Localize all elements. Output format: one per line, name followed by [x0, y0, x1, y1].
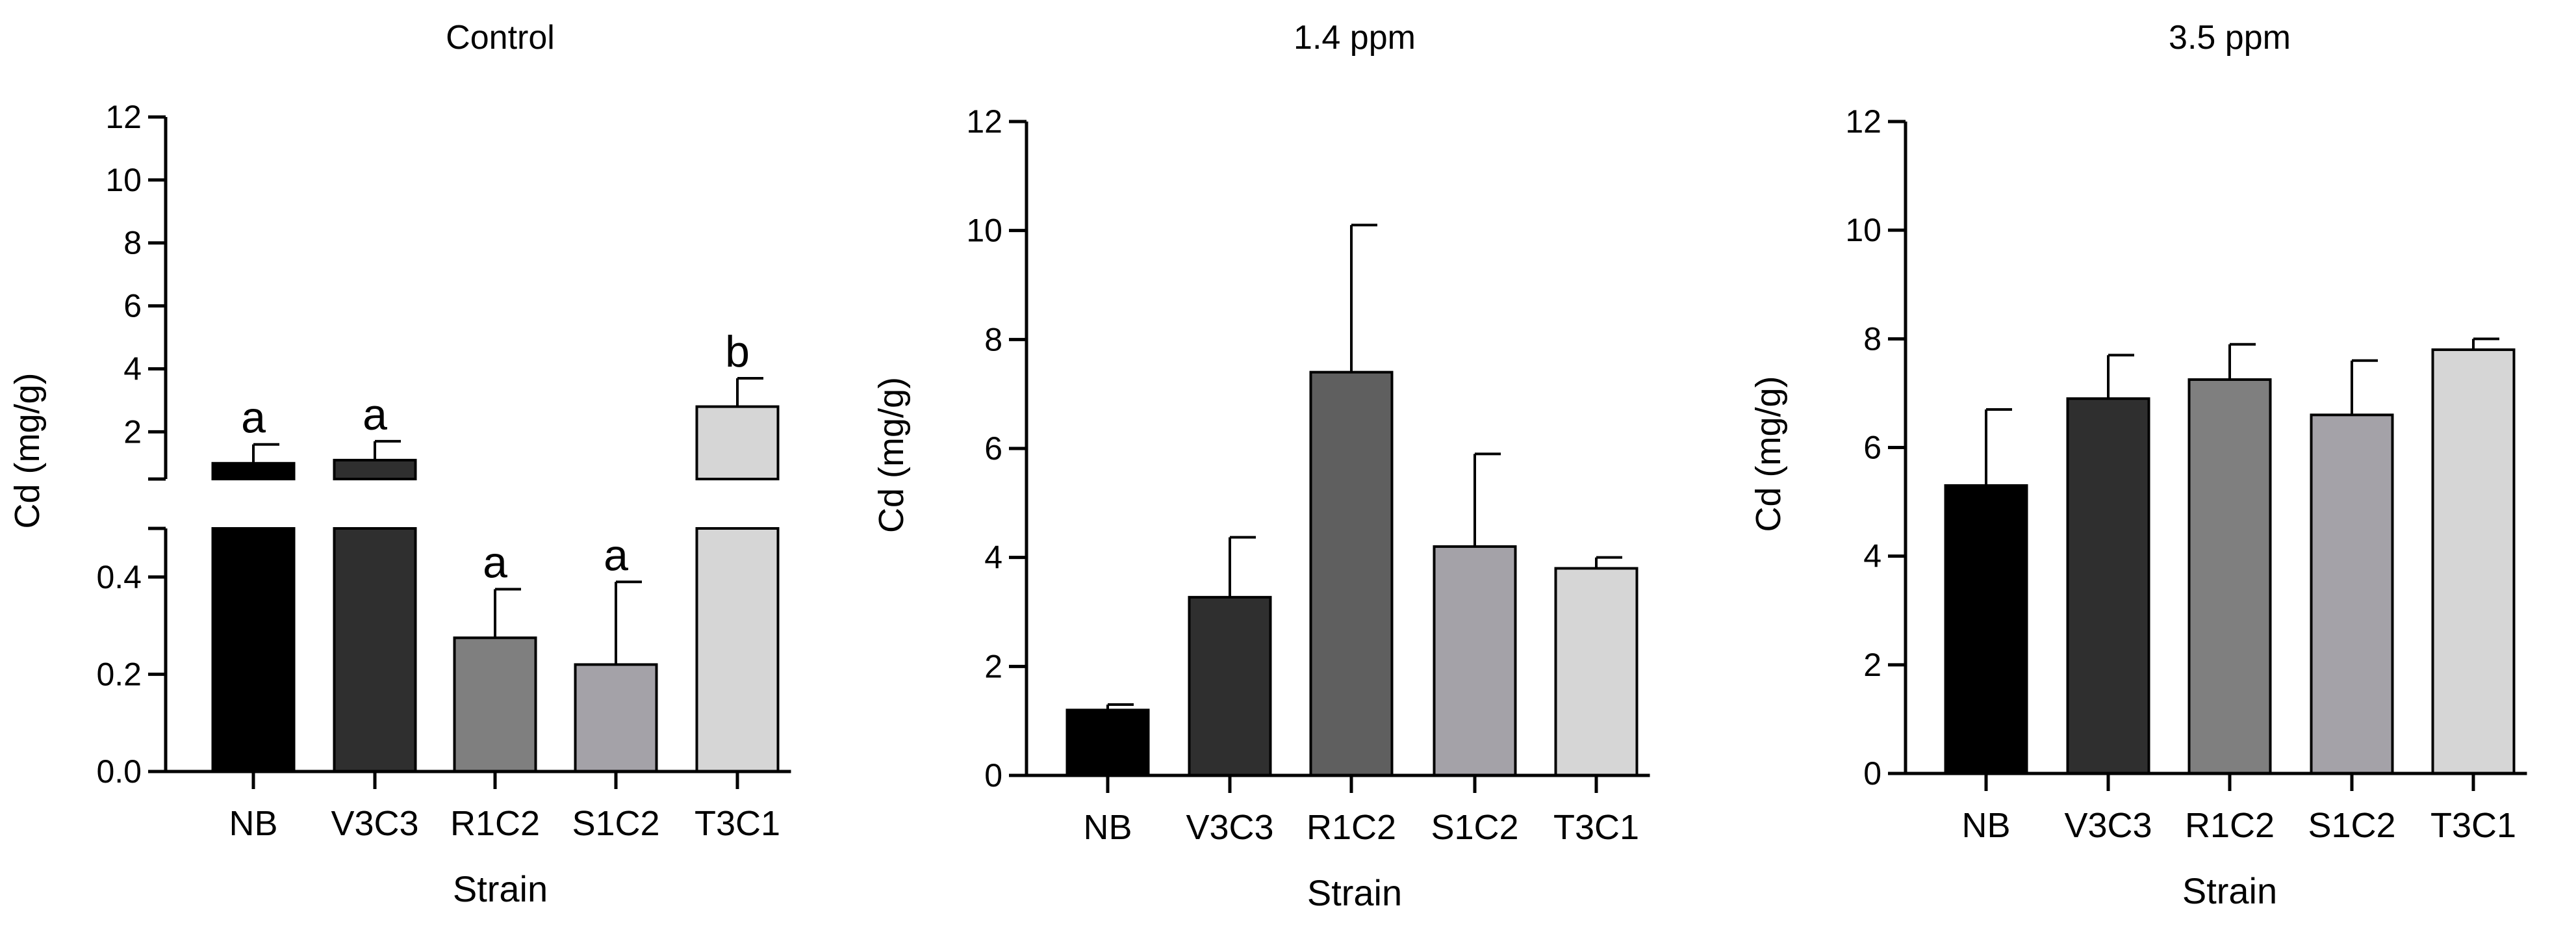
y-tick-label-5: 10	[1845, 212, 1881, 248]
x-tick-label-t3c1: T3C1	[695, 804, 780, 843]
y-tick-label-6: 12	[966, 103, 1002, 140]
x-tick-label-s1c2: S1C2	[572, 804, 659, 843]
chart-title: 3.5 ppm	[2169, 19, 2291, 57]
y-axis-title: Cd (mg/g)	[872, 377, 911, 533]
x-tick-label-r1c2: R1C2	[450, 804, 540, 843]
bar-v3c3	[1188, 595, 1272, 777]
x-tick-label-t3c1: T3C1	[2430, 806, 2516, 845]
x-tick-label-nb: NB	[1961, 806, 2010, 845]
y-tick-label-upper-1: 4	[123, 350, 142, 387]
y-tick-label-2: 4	[984, 539, 1002, 576]
significance-label-t3c1: b	[725, 327, 750, 376]
y-axis-title: Cd (mg/g)	[8, 372, 47, 528]
y-tick-label-upper-5: 12	[105, 99, 142, 135]
bar-t3c1	[2431, 348, 2516, 775]
y-tick-label-4: 8	[1863, 320, 1881, 357]
x-axis-title: Strain	[2182, 870, 2277, 911]
bar-r1c2	[1309, 370, 1394, 777]
y-tick-label-1: 2	[984, 648, 1002, 684]
chart-panel-3: 3.5 ppm 0 2 4 6 8 10 12 NB V3C3 R1C2 S1C2 T3C1 Strain…	[1749, 19, 2527, 911]
bar-nb	[1065, 708, 1150, 777]
x-axis-title: Strain	[453, 868, 548, 909]
y-tick-label-5: 10	[966, 213, 1002, 249]
bar-t3c1-lower	[695, 527, 780, 773]
x-axis-title: Strain	[1307, 872, 1402, 913]
bar-v3c3	[2066, 397, 2150, 775]
x-tick-label-s1c2: S1C2	[2308, 806, 2395, 845]
x-tick-label-r1c2: R1C2	[2185, 806, 2275, 845]
y-tick-label-lower-1: 0.2	[96, 656, 142, 692]
bar-r1c2	[453, 636, 537, 773]
chart-title: 1.4 ppm	[1294, 19, 1416, 57]
bar-nb	[1944, 484, 2028, 775]
x-tick-label-nb: NB	[1083, 808, 1132, 847]
significance-label-s1c2: a	[604, 530, 628, 580]
x-tick-label-s1c2: S1C2	[1431, 808, 1518, 847]
y-tick-label-upper-0: 2	[123, 413, 142, 450]
y-tick-label-upper-2: 6	[123, 288, 142, 324]
y-tick-label-lower-2: 0.4	[96, 559, 142, 595]
significance-label-nb: a	[241, 393, 266, 443]
y-axis-title: Cd (mg/g)	[1749, 376, 1788, 532]
x-tick-label-t3c1: T3C1	[1553, 808, 1639, 847]
bar-r1c2	[2187, 378, 2272, 775]
y-tick-label-0: 0	[984, 757, 1002, 794]
x-tick-label-nb: NB	[229, 804, 277, 843]
chart-title: Control	[446, 19, 555, 57]
bar-v3c3-upper	[333, 458, 417, 481]
bar-s1c2	[2310, 413, 2394, 775]
y-tick-label-4: 8	[984, 321, 1002, 357]
x-tick-label-v3c3: V3C3	[1186, 808, 1273, 847]
bar-s1c2	[574, 663, 658, 773]
bar-s1c2	[1433, 545, 1517, 777]
bar-t3c1	[1554, 567, 1639, 777]
bar-v3c3-lower	[333, 527, 417, 773]
y-tick-label-3: 6	[984, 430, 1002, 467]
x-tick-label-v3c3: V3C3	[331, 804, 418, 843]
significance-label-r1c2: a	[483, 538, 507, 588]
x-tick-label-v3c3: V3C3	[2064, 806, 2152, 845]
chart-panel-1: Control 0.0 0.2 0.4 2 4 6 8 10 12 NB a V3C3 a R1C2 a S1C…	[8, 19, 791, 909]
bar-nb-upper	[211, 461, 296, 480]
x-tick-label-r1c2: R1C2	[1307, 808, 1396, 847]
y-tick-label-3: 6	[1863, 430, 1881, 466]
y-tick-label-1: 2	[1863, 647, 1881, 683]
bar-nb-lower	[211, 527, 296, 773]
y-tick-label-6: 12	[1845, 103, 1881, 140]
chart-panel-2: 1.4 ppm 0 2 4 6 8 10 12 NB V3C3 R1C2 S1C2 T3C1 Strain…	[872, 19, 1650, 913]
y-tick-label-2: 4	[1863, 538, 1881, 575]
bar-t3c1-upper	[695, 405, 780, 480]
y-tick-label-upper-4: 10	[105, 162, 142, 198]
significance-label-v3c3: a	[363, 390, 387, 439]
y-tick-label-0: 0	[1863, 755, 1881, 792]
y-tick-label-lower-0: 0.0	[96, 753, 142, 790]
y-tick-label-upper-3: 8	[123, 225, 142, 261]
